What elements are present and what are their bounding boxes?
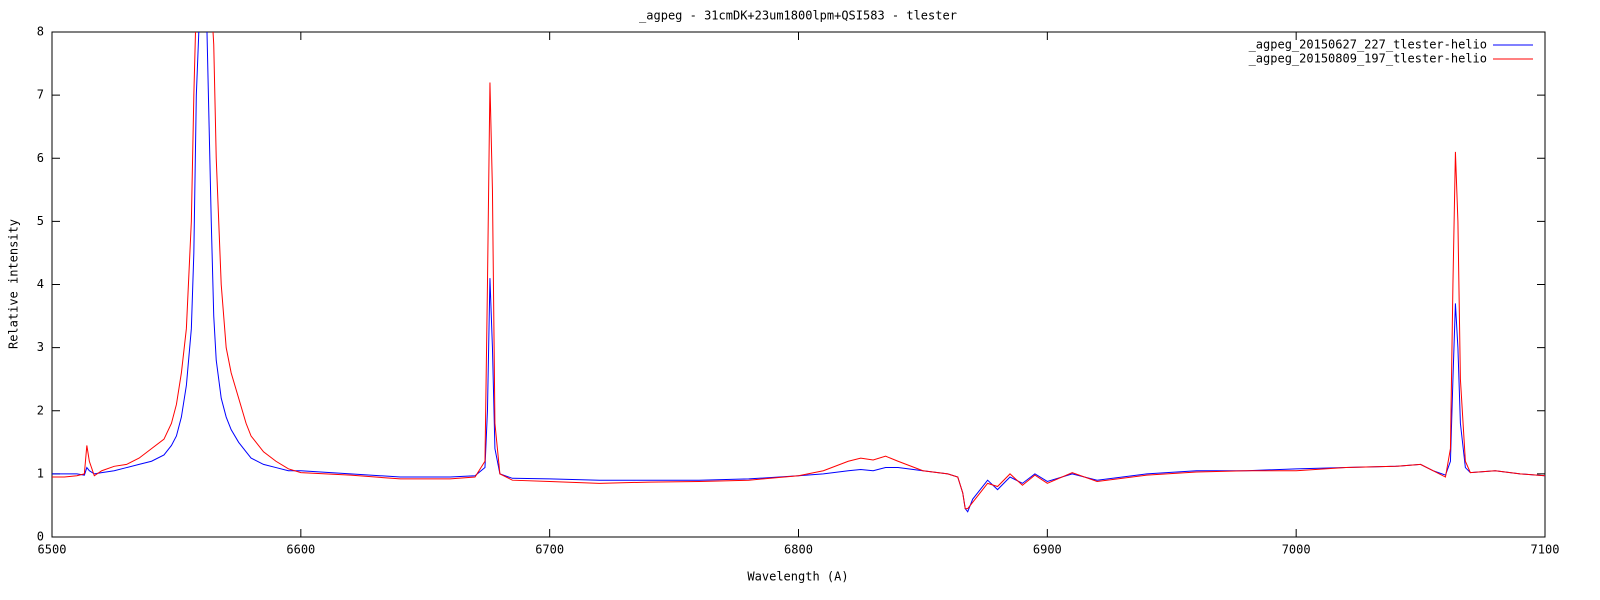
y-tick-label: 4 — [37, 277, 44, 291]
x-axis-label: Wavelength (A) — [747, 570, 848, 584]
x-tick-label: 7100 — [1531, 543, 1560, 557]
y-tick-label: 5 — [37, 214, 44, 228]
y-tick-label: 8 — [37, 25, 44, 39]
y-tick-label: 3 — [37, 340, 44, 354]
y-tick-label: 7 — [37, 88, 44, 102]
y-tick-label: 1 — [37, 466, 44, 480]
chart-title: _agpeg - 31cmDK+23um1800lpm+QSI583 - tle… — [639, 9, 957, 23]
x-tick-label: 6900 — [1033, 543, 1062, 557]
x-tick-label: 6700 — [535, 543, 564, 557]
y-tick-label: 0 — [37, 530, 44, 544]
x-tick-label: 7000 — [1282, 543, 1311, 557]
y-tick-label: 6 — [37, 151, 44, 165]
series-line — [52, 32, 1545, 513]
legend-label: _agpeg_20150627_227_tlester-helio — [1249, 38, 1487, 52]
legend-label: _agpeg_20150809_197_tlester-helio — [1249, 52, 1487, 66]
y-axis-label: Relative intensity — [7, 219, 21, 349]
x-tick-label: 6500 — [38, 543, 67, 557]
y-tick-label: 2 — [37, 403, 44, 417]
series-line — [52, 32, 1545, 510]
x-tick-label: 6600 — [286, 543, 315, 557]
x-tick-label: 6800 — [784, 543, 813, 557]
